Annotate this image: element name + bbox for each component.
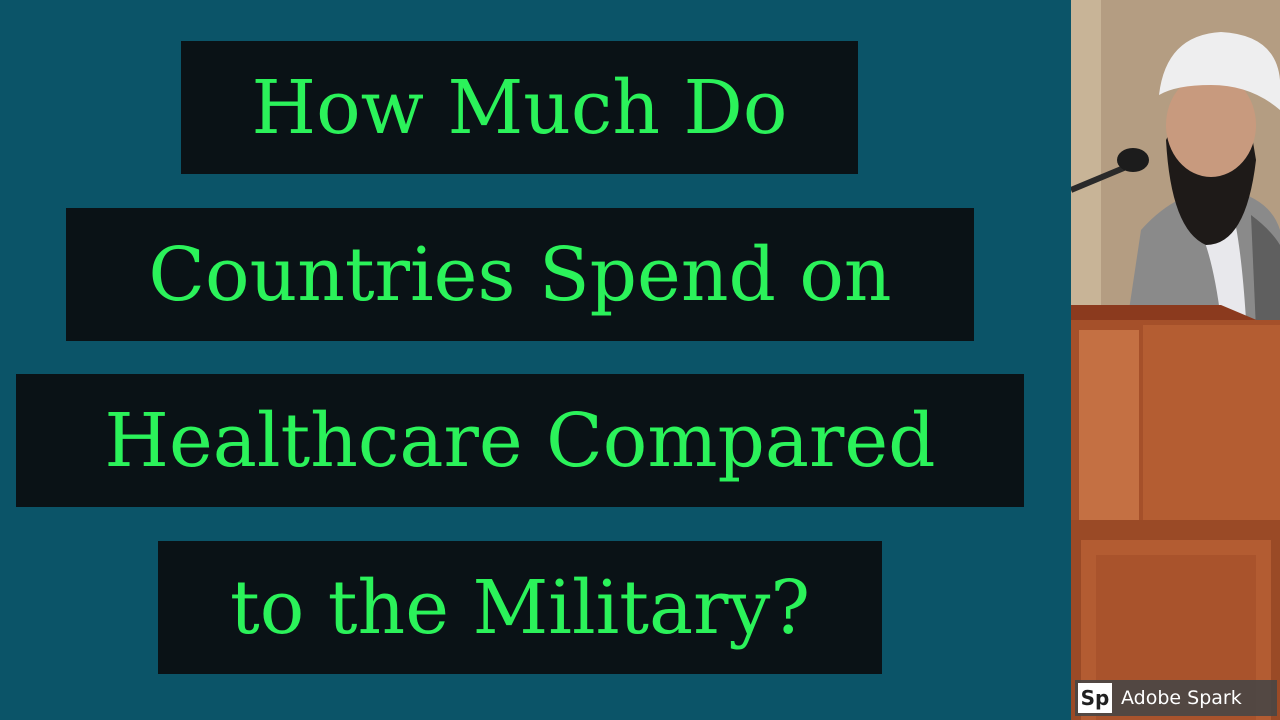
title-line-4: to the Military? (158, 541, 882, 674)
badge-label: Adobe Spark (1121, 687, 1242, 709)
title-line-1: How Much Do (181, 41, 858, 174)
adobe-spark-badge: Sp Adobe Spark (1075, 680, 1277, 716)
title-line-3: Healthcare Compared (16, 374, 1024, 507)
title-line-2: Countries Spend on (66, 208, 974, 341)
speaker-photo (1071, 0, 1280, 720)
spark-logo-icon: Sp (1078, 683, 1112, 713)
